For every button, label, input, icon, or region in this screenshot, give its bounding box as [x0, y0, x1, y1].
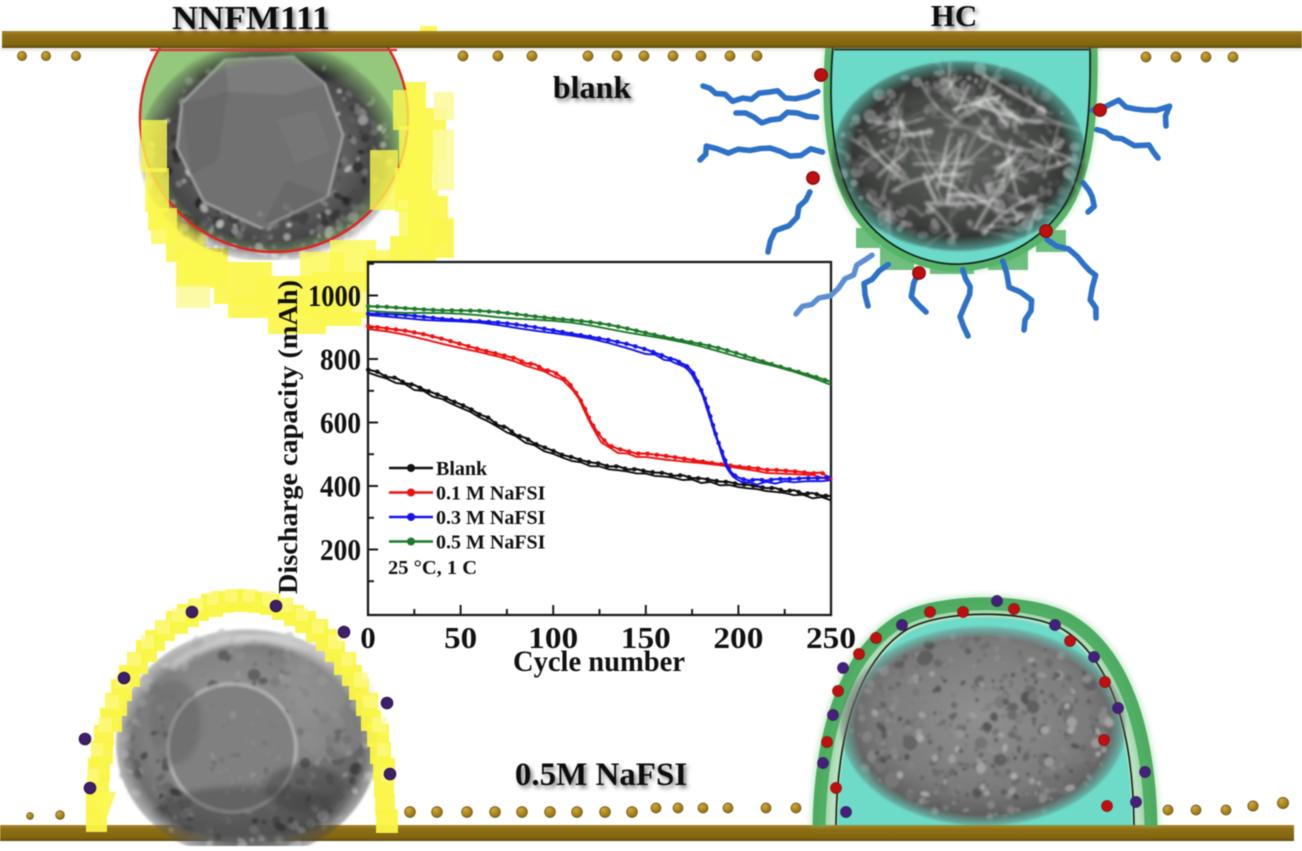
svg-text:Cycle number: Cycle number — [513, 645, 685, 678]
svg-text:0: 0 — [360, 620, 376, 655]
svg-text:1000: 1000 — [308, 278, 361, 313]
svg-text:0.5 M NaFSI: 0.5 M NaFSI — [436, 532, 546, 554]
svg-text:0.3 M NaFSI: 0.3 M NaFSI — [436, 507, 546, 529]
svg-text:400: 400 — [320, 469, 361, 504]
svg-text:Blank: Blank — [436, 458, 488, 480]
svg-text:50: 50 — [444, 620, 477, 655]
svg-text:0.5M NaFSI: 0.5M NaFSI — [515, 757, 687, 793]
svg-text:Discharge capacity (mAh): Discharge capacity (mAh) — [273, 280, 303, 594]
svg-text:200: 200 — [320, 532, 361, 567]
svg-text:HC: HC — [931, 0, 978, 33]
svg-text:25 °C, 1 C: 25 °C, 1 C — [388, 557, 477, 579]
svg-text:NNFM111: NNFM111 — [172, 0, 330, 37]
svg-text:blank: blank — [553, 69, 631, 105]
svg-text:600: 600 — [320, 405, 361, 440]
svg-text:200: 200 — [713, 620, 763, 655]
svg-text:800: 800 — [320, 342, 361, 377]
svg-text:150: 150 — [621, 620, 671, 655]
svg-text:0.1 M NaFSI: 0.1 M NaFSI — [436, 483, 546, 505]
svg-text:100: 100 — [528, 620, 578, 655]
svg-text:250: 250 — [806, 620, 856, 655]
